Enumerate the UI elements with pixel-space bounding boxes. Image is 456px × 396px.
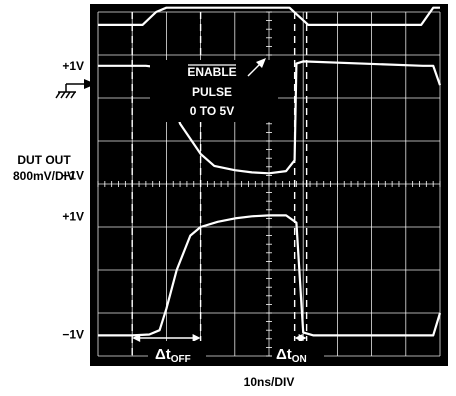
toff-label-box — [148, 341, 206, 363]
trace-3 — [98, 214, 442, 337]
toff-label: ΔtOFF — [155, 346, 191, 365]
enable-label-box — [150, 60, 278, 122]
voltage-label: −1V — [62, 168, 84, 182]
toff-delta: Δt — [155, 346, 171, 363]
enable-label-line1: ENABLE — [187, 65, 236, 79]
enable-label-line3: 0 TO 5V — [190, 104, 234, 118]
ground-arrow-icon — [84, 79, 96, 89]
ton-arrow-head-right — [298, 334, 307, 342]
toff-sub: OFF — [171, 354, 191, 365]
dut-scale-label: 800mV/DIV — [13, 169, 75, 183]
trace-1 — [98, 6, 440, 26]
x-axis-label: 10ns/DIV — [244, 375, 295, 389]
voltage-label: −1V — [62, 328, 84, 342]
ton-sub: ON — [292, 354, 307, 365]
ground-symbol-icon — [55, 83, 88, 99]
ton-measurement: ΔtON — [272, 341, 324, 365]
enable-pointer-arrowhead — [256, 58, 266, 68]
voltage-label: +1V — [62, 209, 84, 223]
ton-delta: Δt — [276, 346, 292, 363]
toff-measurement: ΔtOFF — [148, 341, 206, 365]
ton-label: ΔtON — [276, 346, 307, 365]
ton-label-box — [272, 341, 324, 363]
enable-label-line2: PULSE — [192, 85, 232, 99]
toff-arrow-head-right — [192, 334, 201, 342]
left-voltage-labels: +1V −1V +1V −1V — [62, 59, 84, 342]
timing-markers — [131, 12, 308, 356]
voltage-label: +1V — [62, 59, 84, 73]
dut-out-label: DUT OUT — [17, 153, 71, 167]
